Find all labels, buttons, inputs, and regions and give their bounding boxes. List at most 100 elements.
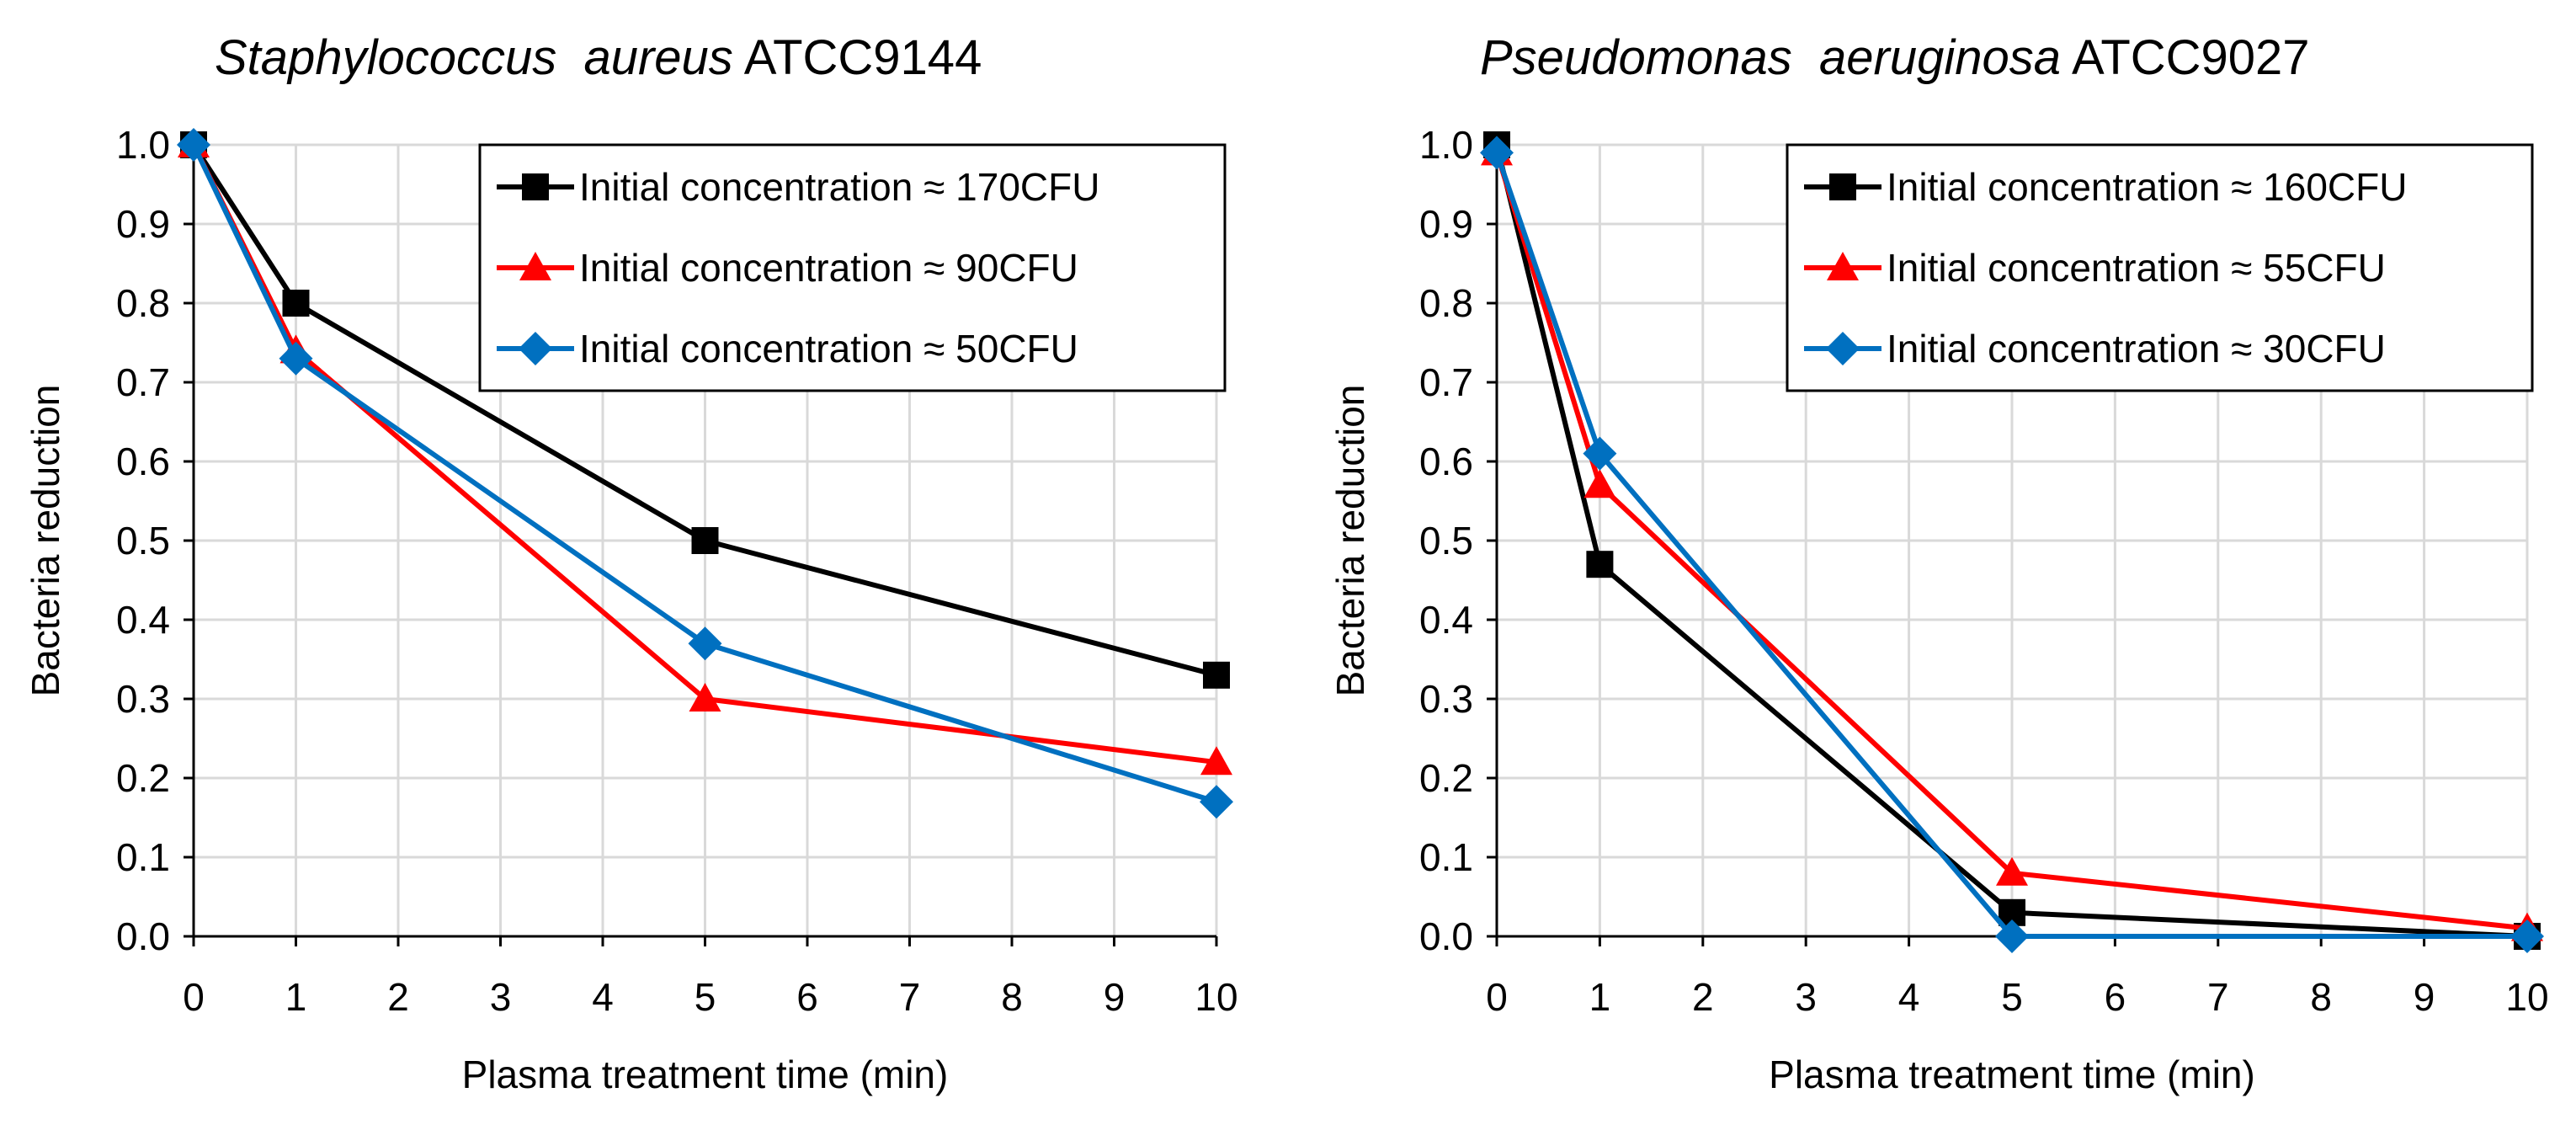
- data-point: [688, 626, 722, 661]
- legend-item: Initial concentration ≈ 30CFU: [1804, 327, 2386, 370]
- x-tick-label: 10: [1195, 975, 1237, 1019]
- x-tick-label: 4: [592, 975, 614, 1019]
- y-tick-label: 1.0: [1419, 123, 1473, 167]
- data-point: [1583, 469, 1616, 498]
- data-point: [1200, 746, 1232, 776]
- data-point: [279, 341, 313, 376]
- y-tick-label: 0.1: [1419, 835, 1473, 879]
- series-line: [191, 143, 1217, 678]
- chart-panel-2: Pseudomonas aeruginosa ATCC9027 0 1 2 3 4 5 6 7 8…: [1328, 30, 2549, 1096]
- x-tick-label: 10: [2505, 975, 2548, 1019]
- legend-item: Initial concentration ≈ 55CFU: [1804, 246, 2386, 290]
- legend-label: Initial concentration ≈ 170CFU: [579, 165, 1099, 209]
- y-tick-label: 0.5: [116, 519, 170, 562]
- y-tick-label: 0.4: [116, 598, 170, 642]
- x-tick-label: 8: [1001, 975, 1023, 1019]
- y-tick-label: 0.8: [116, 281, 170, 325]
- x-tick-label: 2: [1692, 975, 1714, 1019]
- y-tick-label: 0.9: [116, 202, 170, 246]
- y-axis-label: Bacteria reduction: [1328, 385, 1372, 697]
- legend-swatch-marker: [519, 332, 552, 365]
- data-point: [2510, 919, 2544, 953]
- x-tick-label: 5: [2001, 975, 2023, 1019]
- x-tick-label: 3: [490, 975, 512, 1019]
- legend-item: Initial concentration ≈ 160CFU: [1804, 165, 2407, 209]
- legend-label: Initial concentration ≈ 55CFU: [1887, 246, 2386, 290]
- series-line: [1494, 144, 2528, 939]
- data-point: [1995, 919, 2029, 953]
- y-tick-label: 0.4: [1419, 598, 1473, 642]
- data-point: [691, 527, 719, 554]
- x-tick-label: 7: [899, 975, 921, 1019]
- y-axis-label: Bacteria reduction: [24, 385, 67, 697]
- x-tick-label: 8: [2310, 975, 2332, 1019]
- legend-swatch-marker: [519, 252, 551, 280]
- series-line: [1494, 152, 2528, 931]
- y-tick-label: 0.5: [1419, 519, 1473, 562]
- data-point: [282, 290, 310, 317]
- legend-swatch-marker: [1827, 252, 1859, 280]
- chart-title-italic: Staphylococcus aureus: [215, 30, 733, 85]
- y-tick-label: 0.8: [1419, 281, 1473, 325]
- x-tick-label: 3: [1795, 975, 1817, 1019]
- series-line: [1494, 152, 2527, 939]
- legend-swatch-marker: [522, 173, 549, 200]
- legend-box: [478, 143, 1227, 392]
- legend-item: Initial concentration ≈ 170CFU: [497, 165, 1099, 209]
- x-tick-label: 9: [2414, 975, 2435, 1019]
- data-point: [177, 128, 210, 162]
- series-3: [1480, 136, 2544, 953]
- x-axis-label: Plasma treatment time (min): [1769, 1053, 2255, 1096]
- y-tick-label: 1.0: [116, 123, 170, 167]
- x-tick-label: 1: [1589, 975, 1611, 1019]
- y-tick-label: 0.7: [1419, 360, 1473, 404]
- x-tick-label: 6: [2105, 975, 2126, 1019]
- y-tick-label: 0.6: [116, 440, 170, 483]
- x-tick-label: 4: [1898, 975, 1920, 1019]
- x-tick-label: 2: [387, 975, 409, 1019]
- chart-title-italic: Pseudomonas aeruginosa: [1480, 30, 2061, 85]
- x-tick-label: 0: [1486, 975, 1508, 1019]
- x-tick-label: 1: [285, 975, 307, 1019]
- legend: Initial concentration ≈ 160CFU Initial co…: [1786, 143, 2534, 392]
- y-tick-label: 0.6: [1419, 440, 1473, 483]
- legend-swatch-marker: [1826, 332, 1860, 365]
- data-point: [1583, 436, 1617, 471]
- x-tick-label: 9: [1104, 975, 1126, 1019]
- chart-title-suffix: ATCC9144: [733, 30, 982, 85]
- y-tick-label: 0.3: [1419, 677, 1473, 721]
- legend-label: Initial concentration ≈ 90CFU: [579, 246, 1078, 290]
- legend-item: Initial concentration ≈ 90CFU: [497, 246, 1078, 290]
- data-point: [689, 683, 721, 712]
- data-point: [1996, 856, 2028, 886]
- y-tick-label: 0.9: [1419, 202, 1473, 246]
- legend: Initial concentration ≈ 170CFU Initial co…: [478, 143, 1227, 392]
- y-tick-label: 0.0: [116, 914, 170, 958]
- chart-title: Pseudomonas aeruginosa ATCC9027: [1480, 30, 2310, 85]
- y-tick-label: 0.7: [116, 360, 170, 404]
- legend-box: [1786, 143, 2534, 392]
- data-point: [1203, 661, 1230, 689]
- y-tick-label: 0.2: [116, 756, 170, 800]
- legend-label: Initial concentration ≈ 160CFU: [1887, 165, 2407, 209]
- data-point: [1200, 785, 1233, 819]
- x-tick-label: 6: [796, 975, 818, 1019]
- y-tick-label: 0.3: [116, 677, 170, 721]
- data-point: [1480, 136, 1514, 170]
- x-tick-label: 7: [2207, 975, 2229, 1019]
- y-tick-label: 0.0: [1419, 914, 1473, 958]
- y-tick-label: 0.2: [1419, 756, 1473, 800]
- x-tick-label: 5: [695, 975, 716, 1019]
- legend-label: Initial concentration ≈ 50CFU: [579, 327, 1078, 370]
- series-line: [191, 143, 1217, 805]
- data-point: [1586, 551, 1614, 578]
- chart-title-suffix: ATCC9027: [2061, 30, 2310, 85]
- legend-label: Initial concentration ≈ 30CFU: [1887, 327, 2386, 370]
- y-tick-label: 0.1: [116, 835, 170, 879]
- x-tick-label: 0: [183, 975, 205, 1019]
- chart-title: Staphylococcus aureus ATCC9144: [215, 30, 982, 85]
- legend-item: Initial concentration ≈ 50CFU: [497, 327, 1078, 370]
- series-3: [177, 128, 1233, 819]
- chart-panel-1: Staphylococcus aureus ATCC9144 0 1 2 3 4 5 6 7 8 9…: [24, 30, 1238, 1096]
